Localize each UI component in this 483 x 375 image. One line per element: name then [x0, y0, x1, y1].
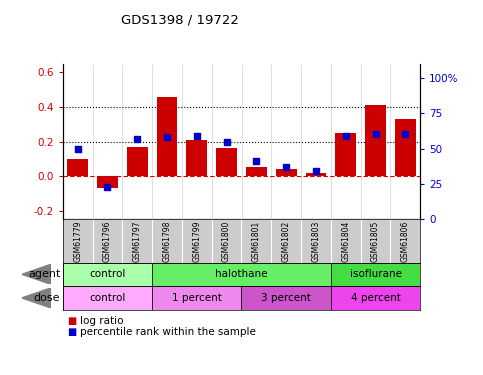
Point: [104, 184, 112, 190]
Bar: [156, 97, 177, 176]
Bar: [67, 159, 88, 176]
Point: [253, 158, 260, 164]
Text: 4 percent: 4 percent: [351, 293, 400, 303]
Text: ■: ■: [68, 316, 77, 326]
Point: [74, 146, 82, 152]
Text: GSM61799: GSM61799: [192, 220, 201, 262]
Bar: [152, 262, 331, 286]
Text: GDS1398 / 19722: GDS1398 / 19722: [121, 13, 239, 26]
Point: [282, 164, 290, 170]
Point: [312, 168, 320, 174]
Bar: [63, 262, 152, 286]
Text: GSM61806: GSM61806: [401, 220, 410, 262]
Text: halothane: halothane: [215, 269, 268, 279]
Text: GSM61779: GSM61779: [73, 220, 82, 262]
Text: control: control: [89, 293, 126, 303]
Text: agent: agent: [28, 269, 60, 279]
Text: GSM61798: GSM61798: [163, 220, 171, 262]
Bar: [152, 286, 242, 310]
Text: log ratio: log ratio: [80, 316, 123, 326]
Point: [193, 133, 201, 139]
Bar: [246, 168, 267, 176]
Text: GSM61804: GSM61804: [341, 220, 350, 262]
Bar: [276, 169, 297, 176]
Bar: [331, 286, 420, 310]
Point: [133, 136, 141, 142]
Text: 3 percent: 3 percent: [261, 293, 311, 303]
Text: GSM61803: GSM61803: [312, 220, 320, 262]
Bar: [216, 148, 237, 176]
Text: percentile rank within the sample: percentile rank within the sample: [80, 327, 256, 337]
Text: GSM61797: GSM61797: [133, 220, 142, 262]
Polygon shape: [22, 264, 51, 284]
Text: GSM61801: GSM61801: [252, 220, 261, 262]
Bar: [335, 133, 356, 176]
Text: GSM61800: GSM61800: [222, 220, 231, 262]
Text: ■: ■: [68, 327, 77, 337]
Point: [342, 133, 350, 139]
Text: dose: dose: [34, 293, 60, 303]
Bar: [127, 147, 148, 176]
Polygon shape: [22, 288, 51, 308]
Bar: [395, 119, 416, 176]
Point: [223, 139, 230, 145]
Point: [163, 134, 171, 140]
Bar: [306, 172, 327, 176]
Bar: [331, 262, 420, 286]
Point: [401, 132, 409, 138]
Text: isoflurane: isoflurane: [350, 269, 401, 279]
Point: [372, 132, 380, 138]
Text: control: control: [89, 269, 126, 279]
Text: GSM61805: GSM61805: [371, 220, 380, 262]
Bar: [97, 176, 118, 188]
Text: 1 percent: 1 percent: [172, 293, 222, 303]
Text: GSM61802: GSM61802: [282, 220, 291, 262]
Bar: [365, 105, 386, 176]
Bar: [63, 286, 152, 310]
Bar: [186, 140, 207, 176]
Text: GSM61796: GSM61796: [103, 220, 112, 262]
Bar: [242, 286, 331, 310]
